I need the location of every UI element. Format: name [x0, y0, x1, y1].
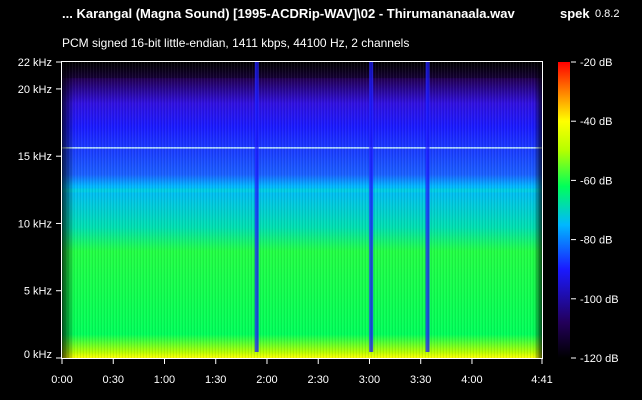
db-tick-label-4: -100 dB	[580, 294, 619, 306]
freq-tick-label-3: 15 kHz	[18, 151, 52, 163]
freq-tick-label-5: 22 kHz	[18, 57, 52, 69]
stream-info: PCM signed 16-bit little-endian, 1411 kb…	[62, 36, 410, 50]
time-tick-label-8: 4:00	[461, 374, 482, 386]
db-tick-label-3: -80 dB	[580, 235, 612, 247]
file-title: ... Karangal (Magna Sound) [1995-ACDRip-…	[62, 6, 515, 21]
time-axis: 0:00 0:30 1:00 1:30 2:00 2:30 3:00 3:30 4:00 4:41	[51, 359, 553, 386]
time-tick-label-0: 0:00	[51, 374, 72, 386]
spectrogram-plot	[62, 62, 542, 358]
time-tick-label-2: 1:00	[154, 374, 175, 386]
time-tick-label-1: 0:30	[103, 374, 124, 386]
freq-tick-label-1: 5 kHz	[24, 286, 52, 298]
time-tick-label-7: 3:30	[410, 374, 431, 386]
db-tick-label-1: -40 dB	[580, 116, 612, 128]
db-scale-axis: -20 dB -40 dB -60 dB -80 dB -100 dB -120 dB	[571, 57, 619, 365]
app-name: spek	[560, 6, 590, 21]
db-tick-label-0: -20 dB	[580, 57, 612, 69]
time-tick-label-9: 4:41	[531, 374, 552, 386]
time-tick-label-4: 2:00	[256, 374, 277, 386]
frequency-axis: 0 kHz 5 kHz 10 kHz 15 kHz 20 kHz 22 kHz	[18, 57, 61, 361]
app-version: 0.8.2	[595, 8, 620, 20]
plot-frame	[61, 61, 543, 359]
spectrogram-texture	[62, 62, 542, 358]
freq-tick-label-2: 10 kHz	[18, 218, 52, 230]
db-tick-label-5: -120 dB	[580, 353, 619, 365]
freq-tick-label-4: 20 kHz	[18, 84, 52, 96]
freq-tick-label-0: 0 kHz	[24, 349, 52, 361]
time-tick-label-3: 1:30	[205, 374, 226, 386]
db-tick-label-2: -60 dB	[580, 175, 612, 187]
db-color-scale	[558, 62, 570, 358]
fade-out-shading	[534, 62, 542, 358]
time-tick-label-6: 3:00	[359, 374, 380, 386]
fade-in-shading	[62, 62, 74, 358]
time-tick-label-5: 2:30	[308, 374, 329, 386]
